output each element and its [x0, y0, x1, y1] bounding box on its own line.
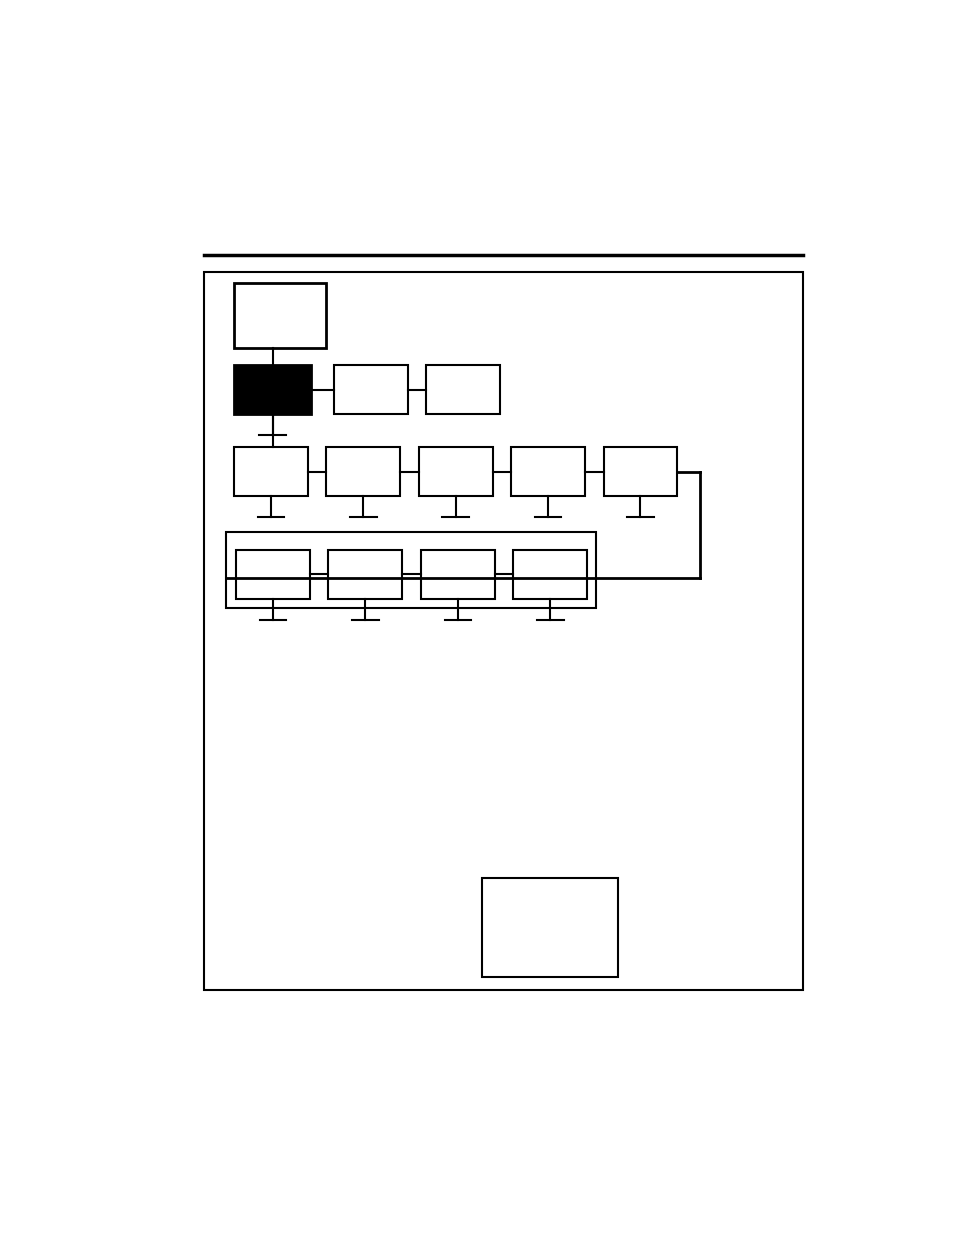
Bar	[513, 550, 587, 599]
Bar	[204, 272, 802, 989]
Bar	[418, 447, 492, 496]
Bar	[233, 366, 311, 415]
Bar	[235, 550, 310, 599]
Bar	[334, 366, 407, 415]
Bar	[420, 550, 495, 599]
Bar	[486, 884, 623, 984]
Bar	[328, 550, 402, 599]
Bar	[233, 447, 308, 496]
Bar	[233, 283, 326, 348]
Bar	[603, 447, 677, 496]
Bar	[481, 878, 618, 977]
Bar	[239, 290, 331, 354]
Bar	[326, 447, 400, 496]
Bar	[511, 447, 584, 496]
Bar	[226, 532, 596, 609]
Bar	[426, 366, 499, 415]
